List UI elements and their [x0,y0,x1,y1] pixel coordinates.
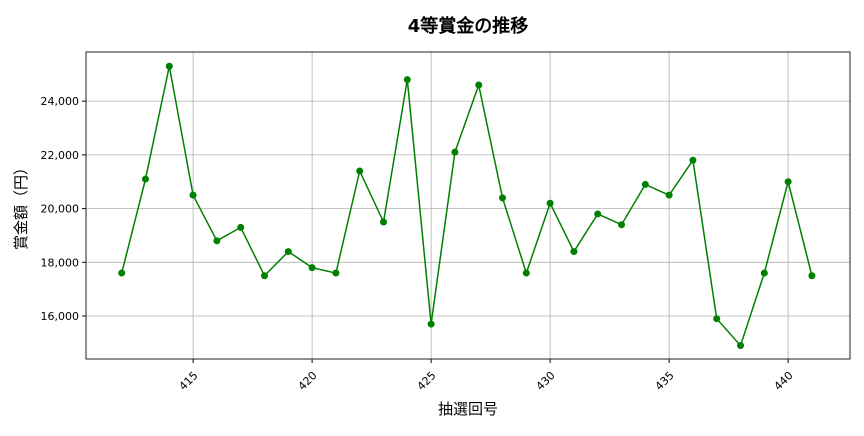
data-point [522,269,530,277]
data-point [356,167,364,175]
data-point [261,272,269,280]
data-point [213,237,221,245]
plot-frame [85,51,851,360]
data-point [118,269,126,277]
data-point [808,272,816,280]
x-tick-label: 440 [772,369,796,393]
data-point [689,156,697,164]
y-tick-label: 24,000 [41,95,80,108]
data-point [284,248,292,256]
y-tick-label: 18,000 [41,256,80,269]
data-point [499,194,507,202]
data-point [713,315,721,323]
data-point [760,269,768,277]
data-point [332,269,340,277]
data-point [475,81,483,89]
data-point [618,221,626,229]
x-axis-label: 抽選回号 [438,400,498,418]
data-point [737,342,745,350]
data-point [380,218,388,226]
series-line [120,66,813,348]
y-axis-label: 賞金額（円） [12,160,30,250]
x-tick-label: 420 [296,369,320,393]
data-point [570,248,578,256]
data-point [427,320,435,328]
chart-title: 4等賞金の推移 [408,15,529,37]
x-tick-label: 435 [653,369,677,393]
data-point [189,191,197,199]
y-tick-label: 16,000 [41,310,80,323]
y-tick-label: 22,000 [41,149,80,162]
x-tick-label: 425 [415,369,439,393]
data-point [665,191,673,199]
x-tick-label: 430 [534,369,558,393]
data-point [165,62,173,70]
data-point [594,210,602,218]
data-point [403,76,411,84]
data-point [237,223,245,231]
data-point [308,264,316,272]
data-point [641,180,649,188]
x-tick-label: 415 [177,369,201,393]
y-tick-label: 20,000 [41,203,80,216]
data-point [451,148,459,156]
data-point [546,199,554,207]
data-point [784,178,792,186]
data-point [142,175,150,183]
